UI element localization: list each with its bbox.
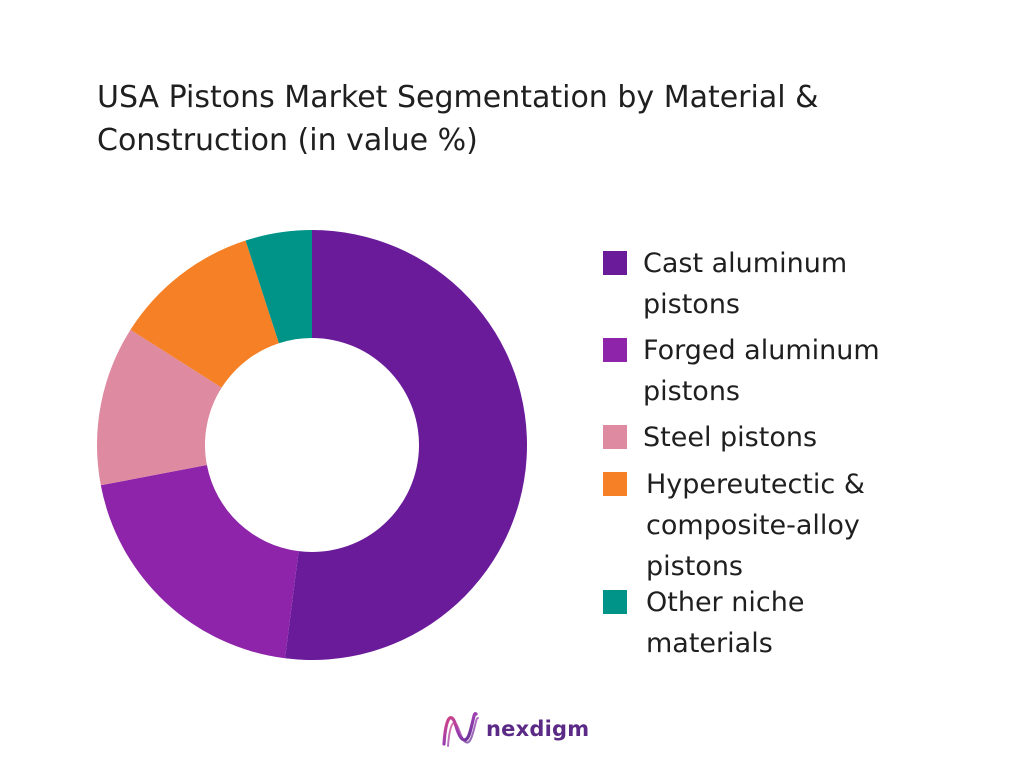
nexdigm-wave-logo-icon [442,712,479,747]
donut-slice-3 [130,240,279,388]
legend-swatch [603,590,627,614]
legend-label: Cast aluminum pistons [643,248,848,320]
legend-swatch [603,251,627,275]
donut-slice-4 [245,230,312,344]
brand-name: nexdigm [486,717,590,741]
donut-slice-0 [285,230,527,660]
donut-slice-1 [100,465,299,659]
legend-label: Other niche materials [646,587,805,659]
legend-swatch [603,338,627,362]
legend-label: Hypereutectic & composite-alloy pistons [646,469,865,582]
legend-item-hypereutectic: Hypereutectic & composite-alloy pistons [603,464,865,587]
footer-brand: nexdigm [440,708,589,750]
legend-swatch [603,472,627,496]
legend-item-steel: Steel pistons [603,417,817,458]
legend-label: Steel pistons [643,422,818,453]
legend-swatch [603,425,627,449]
legend-item-other-niche: Other niche materials [603,582,804,664]
chart-title: USA Pistons Market Segmentation by Mater… [97,80,819,158]
legend-label: Forged aluminum pistons [643,335,880,407]
donut-chart [97,230,527,660]
donut-slice-2 [97,329,222,486]
legend-item-cast-aluminum: Cast aluminum pistons [603,243,847,325]
legend-item-forged-aluminum: Forged aluminum pistons [603,330,880,412]
